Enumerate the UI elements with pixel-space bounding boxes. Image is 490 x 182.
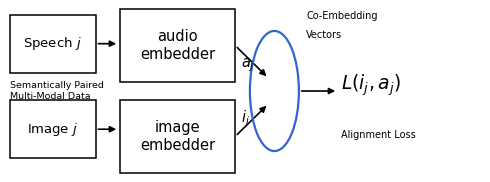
- Text: Vectors: Vectors: [306, 30, 343, 39]
- FancyBboxPatch shape: [10, 15, 96, 73]
- Text: $i_j$: $i_j$: [241, 108, 250, 129]
- Text: image
embedder: image embedder: [140, 120, 215, 153]
- Text: Image $j$: Image $j$: [27, 121, 78, 138]
- Text: Co-Embedding: Co-Embedding: [306, 11, 378, 21]
- Text: Speech $j$: Speech $j$: [24, 35, 82, 52]
- Text: Alignment Loss: Alignment Loss: [341, 130, 416, 140]
- FancyBboxPatch shape: [120, 9, 235, 82]
- Text: $L(i_j, a_j)$: $L(i_j, a_j)$: [341, 73, 401, 98]
- Text: Semantically Paired
Multi-Modal Data: Semantically Paired Multi-Modal Data: [10, 81, 104, 101]
- Text: audio
embedder: audio embedder: [140, 29, 215, 62]
- FancyBboxPatch shape: [120, 100, 235, 173]
- FancyBboxPatch shape: [10, 100, 96, 158]
- Text: $a_j$: $a_j$: [241, 57, 255, 74]
